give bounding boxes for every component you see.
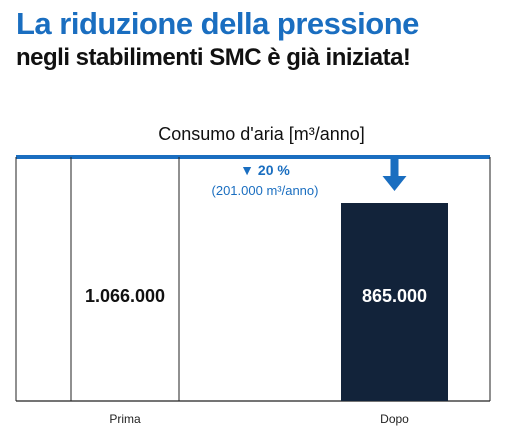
page-subtitle: negli stabilimenti SMC è già iniziata! bbox=[16, 44, 411, 71]
chart-title: Consumo d'aria [m³/anno] bbox=[158, 124, 365, 144]
x-tick-label: Dopo bbox=[380, 412, 409, 426]
data-label: 865.000 bbox=[362, 286, 427, 306]
down-arrow-icon bbox=[382, 176, 407, 191]
bar-dopo bbox=[341, 203, 448, 401]
bar-prima bbox=[71, 157, 179, 401]
x-tick-label: Prima bbox=[109, 412, 141, 426]
data-label: 1.066.000 bbox=[85, 286, 165, 306]
change-percentage: ▼ 20 % bbox=[240, 162, 290, 178]
change-detail: (201.000 m³/anno) bbox=[212, 183, 319, 198]
down-arrow-shaft bbox=[390, 159, 399, 176]
page-title: La riduzione della pressione bbox=[16, 6, 419, 41]
